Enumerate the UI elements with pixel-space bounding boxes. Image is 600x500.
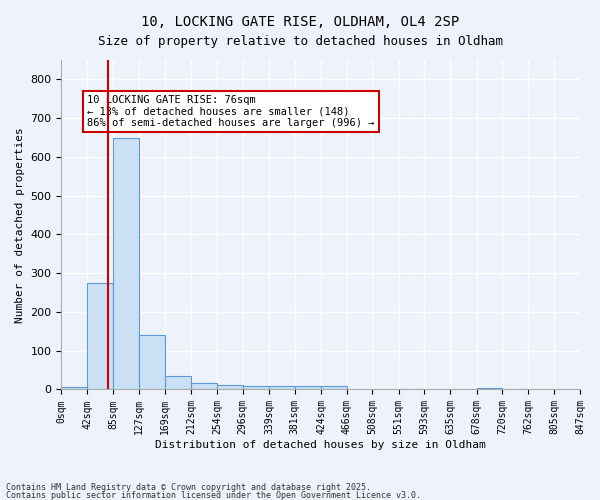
Bar [139,335,165,390]
Bar [113,138,139,390]
X-axis label: Distribution of detached houses by size in Oldham: Distribution of detached houses by size … [155,440,486,450]
Bar [476,388,502,390]
Text: Contains HM Land Registry data © Crown copyright and database right 2025.: Contains HM Land Registry data © Crown c… [6,483,371,492]
Bar [191,384,217,390]
Text: Contains public sector information licensed under the Open Government Licence v3: Contains public sector information licen… [6,490,421,500]
Bar [87,283,113,390]
Text: 10, LOCKING GATE RISE, OLDHAM, OL4 2SP: 10, LOCKING GATE RISE, OLDHAM, OL4 2SP [141,15,459,29]
Text: Size of property relative to detached houses in Oldham: Size of property relative to detached ho… [97,35,503,48]
Y-axis label: Number of detached properties: Number of detached properties [15,127,25,322]
Bar [242,386,269,390]
Bar [217,385,242,390]
Bar [165,376,191,390]
Bar [61,387,87,390]
Bar [269,386,295,390]
Text: 10 LOCKING GATE RISE: 76sqm
← 13% of detached houses are smaller (148)
86% of se: 10 LOCKING GATE RISE: 76sqm ← 13% of det… [87,95,374,128]
Bar [321,386,347,390]
Bar [295,386,321,390]
